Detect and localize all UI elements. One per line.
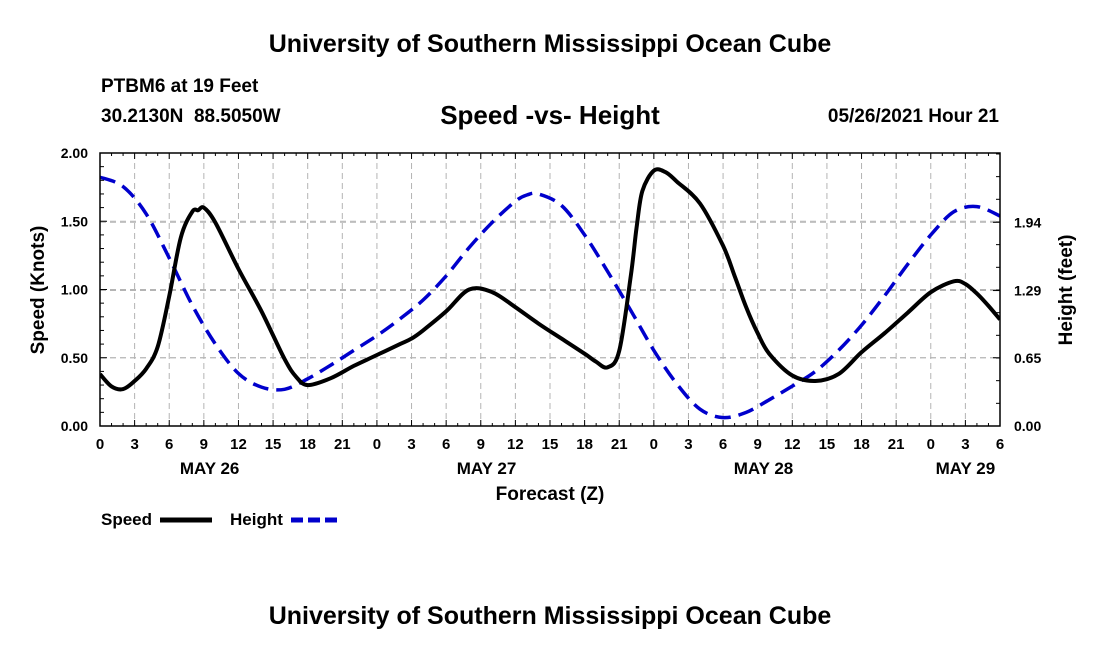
x-tick-label: 21 [611,436,628,453]
axis-ticks [99,152,1001,427]
day-label: MAY 28 [734,459,794,478]
height-series-line [100,175,1000,420]
day-label: MAY 26 [180,459,240,478]
y-axis-title: Speed (Knots) [28,226,49,355]
x-tick-label: 6 [719,436,727,453]
x-tick-label: 18 [853,436,870,453]
page-title: University of Southern Mississippi Ocean… [268,30,832,58]
x-tick-label: 0 [927,436,935,453]
legend: Speed Height [101,510,342,529]
grid [100,153,1000,426]
y2-axis-title: Height (feet) [1056,235,1077,346]
x-tick-label: 12 [784,436,801,453]
x-tick-label: 21 [888,436,905,453]
x-tick-label: 0 [96,436,104,453]
station-label: PTBM6 at 19 Feet [101,76,259,97]
x-tick-label: 15 [542,436,559,453]
x-tick-label: 21 [334,436,351,453]
x-tick-label: 18 [299,436,316,453]
y-tick-label: 0.50 [61,350,88,366]
y-tick-label: 2.00 [61,145,88,161]
x-tick-label: 6 [442,436,450,453]
y2-tick-label: 1.29 [1014,283,1041,299]
x-tick-label: 15 [265,436,282,453]
x-tick-label: 12 [230,436,247,453]
x-tick-label: 9 [477,436,485,453]
x-tick-label: 15 [819,436,836,453]
x-tick-label: 18 [576,436,593,453]
axis-labels: 0 3 6 9 12 15 18 21 0 3 6 9 12 15 18 21 0 3 6 9 12 15 18 21 0 3 6M… [61,145,1042,478]
forecast-datetime: 05/26/2021 Hour 21 [827,106,999,127]
day-label: MAY 29 [936,459,996,478]
speed-series-line [100,167,1000,392]
x-tick-label: 0 [650,436,658,453]
x-tick-label: 9 [754,436,762,453]
x-tick-label: 6 [165,436,173,453]
x-axis-title: Forecast (Z) [496,484,605,505]
x-tick-label: 3 [961,436,969,453]
x-tick-label: 6 [996,436,1004,453]
legend-speed-label: Speed [101,510,152,529]
chart-title: Speed -vs- Height [440,100,660,130]
coordinates-label: 30.2130N 88.5050W [101,106,281,127]
y2-tick-label: 1.94 [1014,214,1041,230]
y-tick-label: 1.50 [61,213,88,229]
y2-tick-label: 0.65 [1014,350,1041,366]
footer-title: University of Southern Mississippi Ocean… [268,602,832,630]
y-tick-label: 1.00 [61,282,88,298]
x-tick-label: 3 [130,436,138,453]
x-tick-label: 12 [507,436,524,453]
x-tick-label: 9 [200,436,208,453]
x-tick-label: 3 [684,436,692,453]
legend-height-label: Height [230,510,283,529]
x-tick-label: 0 [373,436,381,453]
y2-tick-label: 0.00 [1014,418,1041,434]
series [100,167,1000,420]
x-tick-label: 3 [407,436,415,453]
day-label: MAY 27 [457,459,517,478]
y-tick-label: 0.00 [61,418,88,434]
